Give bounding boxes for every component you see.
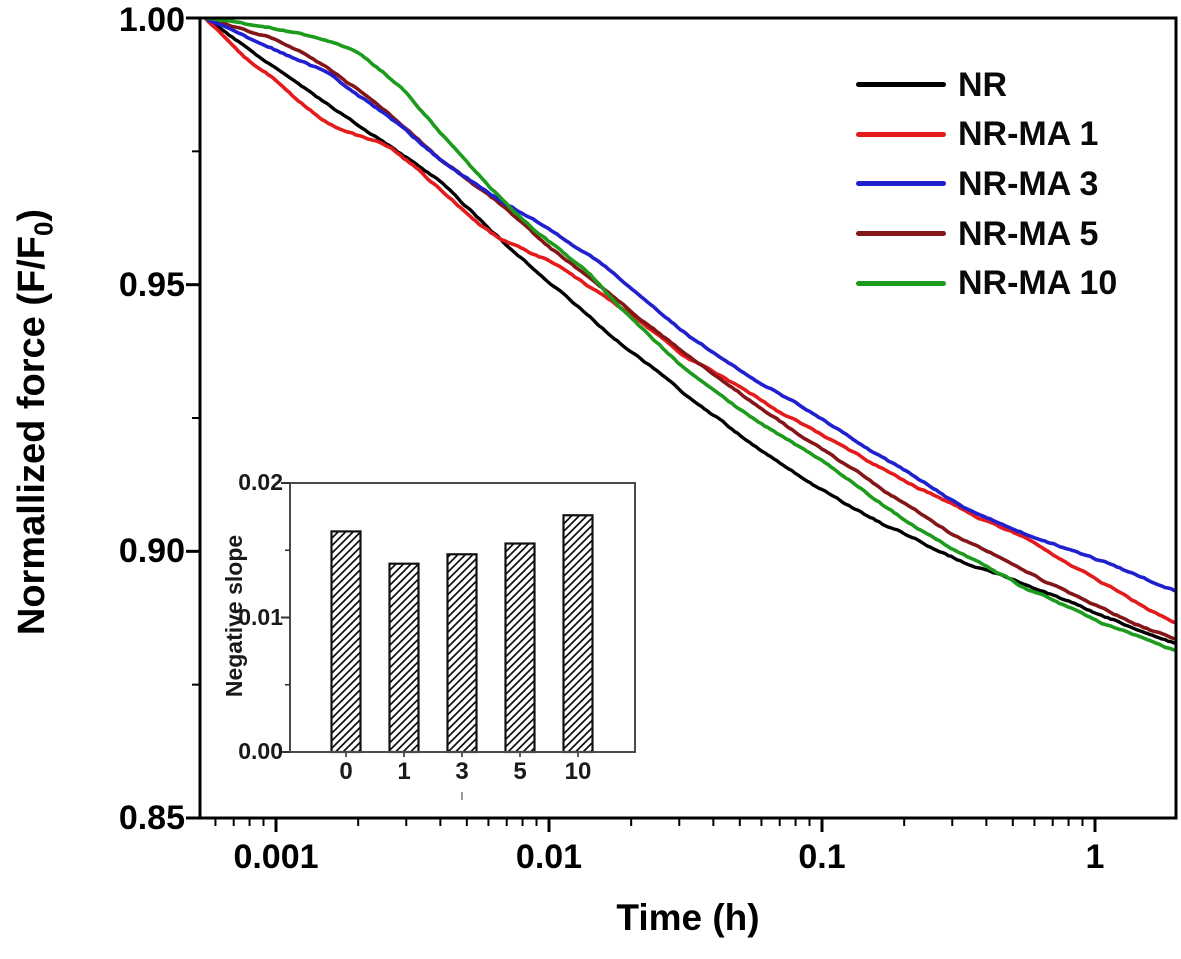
legend-entry-nr-ma-10: NR-MA 10	[856, 258, 1117, 308]
inset-bar-chart	[281, 482, 636, 757]
inset-bar-10	[562, 514, 594, 754]
legend-entry-label: NR-MA 3	[958, 164, 1099, 203]
y-tick-label: 0.85	[118, 799, 185, 837]
axes-frame	[186, 16, 1178, 832]
x-tick-label: 0.001	[233, 838, 319, 876]
inset-bar-3	[446, 553, 478, 754]
inset-category-label: 5	[513, 758, 527, 785]
legend-entry-nr-ma-5: NR-MA 5	[856, 209, 1117, 259]
data-curves	[204, 19, 1175, 652]
legend-entry-nr-ma-3: NR-MA 3	[856, 159, 1117, 209]
y-tick-label: 0.90	[118, 532, 185, 570]
series-curve-nr-ma-3	[204, 19, 1175, 593]
legend-line-swatch	[856, 181, 946, 187]
legend-entry-label: NR-MA 10	[958, 264, 1118, 303]
y-tick-label: 0.95	[118, 266, 185, 304]
inset-y-tick-label: 0.00	[238, 738, 283, 764]
legend-entry-nr-ma-1: NR-MA 1	[856, 110, 1117, 160]
y-axis-title-main: Normallized force (F/F	[11, 236, 53, 636]
legend-entry-label: NR-MA 1	[958, 115, 1099, 154]
y-axis-title-close: )	[11, 208, 53, 222]
inset-category-label: 10	[564, 758, 592, 785]
inset-y-axis-title: Negative slope	[221, 534, 247, 698]
y-axis-title-subscript: 0	[28, 221, 59, 237]
x-tick-label: 1	[1085, 838, 1105, 876]
x-tick-label: 0.1	[798, 838, 846, 876]
inset-bar-0	[330, 530, 362, 754]
series-curve-nr-ma-1	[204, 19, 1175, 625]
legend-line-swatch	[856, 82, 946, 88]
inset-y-tick-label: 0.01	[238, 604, 283, 630]
series-curve-nr-ma-5	[204, 19, 1175, 641]
y-tick-label: 1.00	[118, 1, 185, 39]
legend-entry-nr: NR	[856, 60, 1117, 110]
legend-entry-label: NR	[958, 65, 1008, 104]
inset-category-label: 1	[397, 758, 411, 785]
x-tick-label: 0.01	[515, 838, 583, 876]
inset-y-tick-label: 0.02	[238, 469, 283, 495]
series-curve-nr-ma-10	[204, 19, 1175, 652]
legend-entry-label: NR-MA 5	[958, 214, 1099, 253]
legend-line-swatch	[856, 131, 946, 137]
legend: NR NR-MA 1 NR-MA 3 NR-MA 5 NR-MA 10	[856, 60, 1117, 308]
legend-line-swatch	[856, 231, 946, 237]
y-axis-title: Normallized force (F/F0)	[11, 117, 59, 727]
x-axis-title: Time (h)	[616, 897, 760, 938]
inset-category-label: 0	[339, 758, 353, 785]
inset-bar-5	[504, 542, 536, 754]
legend-line-swatch	[856, 280, 946, 286]
inset-bar-1	[388, 562, 420, 754]
inset-category-label: 3	[455, 758, 469, 785]
